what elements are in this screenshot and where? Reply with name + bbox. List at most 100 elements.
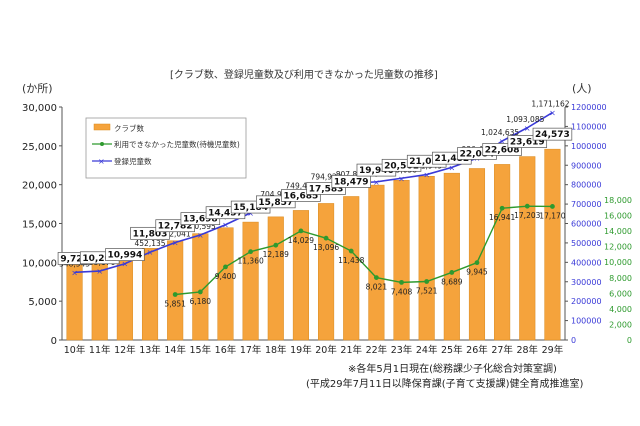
marker-waiting — [373, 275, 379, 281]
bar-clubs — [519, 156, 536, 341]
data-label-clubs: 13,698 — [183, 215, 218, 225]
data-label-waiting: 11,360 — [238, 257, 264, 266]
x-tick-label: 12年 — [114, 344, 136, 356]
x-tick-label: 24年 — [416, 344, 438, 356]
marker-registered: × — [373, 178, 380, 187]
data-label-waiting: 12,189 — [263, 250, 289, 259]
marker-registered: × — [549, 109, 556, 118]
marker-registered: × — [197, 231, 204, 240]
right-tick-label-waiting: 12,000 — [604, 243, 632, 252]
right-tick-label-registered: 200000 — [571, 297, 602, 306]
right-tick-label-registered: 400000 — [571, 258, 602, 267]
data-label-clubs: 15,184 — [233, 203, 268, 213]
bar-label-box — [331, 175, 371, 188]
marker-registered: × — [448, 163, 455, 172]
bar-clubs — [141, 248, 159, 341]
left-tick-label: 20,000 — [22, 181, 57, 192]
right-tick-label-registered: 1000000 — [571, 142, 607, 151]
x-tick-label: 15年 — [190, 344, 212, 356]
bar-label-box — [105, 248, 145, 261]
data-label-clubs: 11,803 — [133, 229, 168, 239]
marker-registered: × — [524, 124, 531, 133]
data-label-waiting: 11,438 — [338, 256, 364, 265]
marker-registered: × — [423, 171, 430, 180]
marker-waiting — [424, 279, 430, 284]
x-tick-label: 19年 — [290, 344, 312, 356]
footnote-2: (平成29年7月11日以降保育課(子育て支援課)健全育成推進室) — [306, 377, 584, 390]
legend-label-waiting: 利用できなかった児童数(待機児童数) — [114, 139, 240, 149]
marker-waiting — [499, 205, 505, 211]
left-tick-label: 0 — [51, 336, 57, 347]
data-label-clubs: 14,457 — [208, 209, 243, 219]
marker-waiting — [474, 260, 480, 266]
marker-registered: × — [96, 267, 103, 276]
x-tick-label: 26年 — [466, 344, 488, 356]
x-tick-label: 10年 — [64, 344, 86, 356]
x-tick-label: 14年 — [164, 344, 186, 356]
legend: クラブ数 利用できなかった児童数(待機児童数) × 登録児童数 — [85, 117, 247, 179]
x-tick-label: 23年 — [391, 344, 413, 356]
marker-registered: × — [147, 248, 154, 257]
marker-waiting — [172, 292, 178, 297]
x-tick-label: 20年 — [315, 344, 337, 356]
right-tick-label-registered: 800000 — [571, 181, 602, 190]
left-unit-label: (か所) — [22, 82, 53, 95]
data-label-registered: 807,857 — [336, 170, 367, 179]
marker-waiting — [550, 204, 555, 209]
bar-clubs — [267, 216, 284, 341]
right-tick-label-waiting: 18,000 — [604, 196, 632, 205]
data-label-clubs: 22,084 — [460, 149, 495, 159]
marker-registered: × — [172, 239, 179, 248]
right-tick-label-registered: 100000 — [571, 317, 602, 326]
right-tick-label-waiting: 16,000 — [604, 212, 632, 221]
bar-clubs — [393, 180, 410, 341]
marker-waiting — [449, 270, 455, 275]
right-tick-label-waiting: 8,000 — [609, 274, 632, 283]
bar-clubs — [192, 233, 209, 341]
data-label-registered: 794,922 — [311, 173, 342, 182]
data-label-clubs: 10,994 — [108, 251, 143, 261]
data-label-clubs: 17,583 — [309, 184, 344, 194]
footnote-1: ※各年5月1日現在(総務課少子化総合対策室調) — [348, 362, 557, 375]
right-tick-label-registered: 0 — [571, 336, 576, 345]
marker-waiting — [298, 228, 304, 234]
bar-clubs — [217, 227, 234, 341]
right-tick-label-waiting: 2,000 — [609, 320, 632, 329]
data-label-registered: 502,041 — [160, 230, 191, 239]
data-label-clubs: 23,619 — [510, 138, 545, 148]
legend-box — [85, 117, 247, 179]
bar-clubs — [468, 168, 486, 341]
marker-waiting — [399, 279, 404, 285]
marker-waiting — [248, 249, 254, 255]
data-label-waiting: 17,170 — [539, 211, 565, 220]
right-tick-label-waiting: 10,000 — [604, 258, 632, 267]
right-tick-label-registered: 1100000 — [571, 122, 607, 131]
left-tick-label: 30,000 — [22, 103, 57, 114]
marker-waiting — [348, 248, 354, 254]
data-label-clubs: 10,201 — [82, 254, 117, 264]
bar-clubs — [443, 172, 460, 341]
x-tick-label: 13年 — [139, 344, 161, 356]
data-label-waiting: 17,203 — [514, 211, 540, 220]
left-tick-label: 10,000 — [22, 258, 57, 269]
plot-area: 0 5,000 10,000 15,000 20,000 25,000 30,000 0 100… — [22, 100, 632, 356]
bar-clubs — [242, 221, 259, 341]
legend-swatch-clubs — [93, 123, 111, 131]
x-tick-label: 25年 — [441, 344, 463, 356]
data-label-registered: 540,595 — [185, 222, 216, 231]
right-tick-label-registered: 900000 — [571, 161, 602, 170]
bar-label-box — [532, 127, 573, 141]
x-tick-label: 29年 — [542, 344, 564, 356]
right-tick-label-waiting: 4,000 — [609, 305, 632, 314]
marker-registered: × — [398, 174, 405, 183]
x-tick-label: 18年 — [265, 344, 287, 356]
bar-clubs — [544, 148, 561, 341]
right-unit-label: (人) — [572, 82, 592, 95]
x-tick-label: 27年 — [491, 344, 513, 356]
data-label-clubs: 19,946 — [359, 166, 394, 176]
data-label-waiting: 14,029 — [288, 236, 314, 245]
data-label-waiting: 13,096 — [313, 243, 339, 252]
data-label-clubs: 9,729 — [60, 254, 88, 264]
data-label-waiting: 7,521 — [416, 287, 438, 296]
data-label-registered: 1,171,162 — [531, 100, 569, 109]
